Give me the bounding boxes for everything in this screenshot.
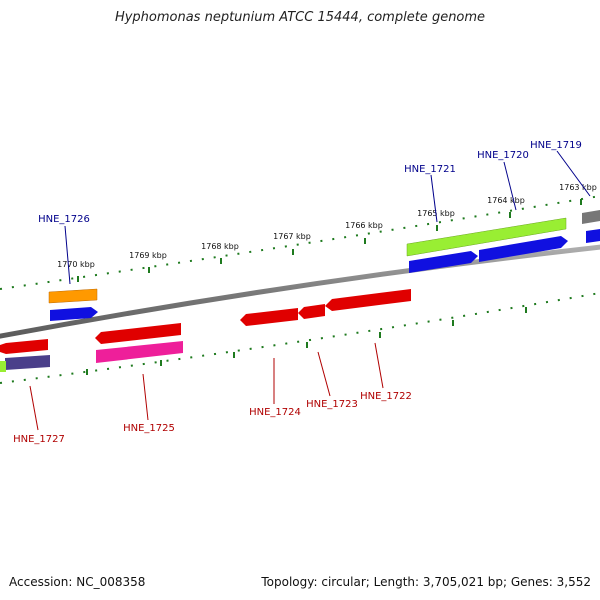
gene-label-hne-1725[interactable]: HNE_1725: [123, 423, 175, 434]
gene-hne-1726-blue-arrow[interactable]: [50, 307, 98, 321]
tick-mark: [580, 199, 582, 205]
tick-mark: [160, 360, 162, 366]
gene-label-hne-1722[interactable]: HNE_1722: [360, 391, 412, 402]
gene-label-hne-1724[interactable]: HNE_1724: [249, 407, 301, 418]
label-leader-line: [374, 342, 384, 389]
gene-label-hne-1723[interactable]: HNE_1723: [306, 399, 358, 410]
gene-hne-1724-arrow[interactable]: [240, 308, 298, 326]
tick-label: 1766 kbp: [345, 221, 383, 230]
gene-hne-1720-arrow[interactable]: [479, 236, 568, 262]
gene-green-bar[interactable]: [406, 217, 567, 257]
gene-green-edge[interactable]: [0, 361, 6, 372]
gene-hne-1725-magenta-bar[interactable]: [96, 341, 183, 363]
label-leader-line: [503, 161, 517, 211]
gene-hne-1722-arrow[interactable]: [325, 289, 411, 311]
gene-hne-1725-arrow[interactable]: [95, 323, 181, 344]
gene-label-hne-1720[interactable]: HNE_1720: [477, 150, 529, 161]
tick-label: 1769 kbp: [129, 251, 167, 260]
accession-text: Accession: NC_008358: [9, 575, 146, 589]
map-title: Hyphomonas neptunium ATCC 15444, complet…: [114, 10, 486, 25]
gene-blue-edge[interactable]: [586, 229, 600, 243]
tick-label: 1767 kbp: [273, 232, 311, 241]
gene-hne-1719-bar[interactable]: [582, 210, 600, 224]
label-leader-line: [556, 150, 591, 197]
tick-mark: [509, 212, 511, 218]
tick-mark: [86, 369, 88, 375]
gene-label-hne-1721[interactable]: HNE_1721: [404, 164, 456, 175]
tick-mark: [364, 238, 366, 244]
label-leader-line: [142, 373, 149, 421]
tick-mark: [77, 276, 79, 282]
tick-mark: [233, 352, 235, 358]
gene-hne-1727-arrow[interactable]: [0, 339, 48, 354]
tick-mark: [452, 320, 454, 326]
tick-label: 1764 kbp: [487, 196, 525, 205]
tick-mark: [148, 267, 150, 273]
gene-label-hne-1727[interactable]: HNE_1727: [13, 434, 65, 445]
tick-label: 1770 kbp: [57, 260, 95, 269]
label-leader-line: [29, 385, 39, 431]
label-leader-line: [64, 225, 71, 285]
tick-label: 1768 kbp: [201, 242, 239, 251]
tick-mark: [436, 225, 438, 231]
label-leader-line: [430, 174, 438, 223]
gene-hne-1727-purple-bar[interactable]: [5, 355, 50, 370]
gene-hne-1726-bar[interactable]: [48, 288, 98, 304]
tick-mark: [306, 342, 308, 348]
gene-hne-1721-arrow[interactable]: [409, 251, 478, 273]
gene-label-hne-1719[interactable]: HNE_1719: [530, 140, 582, 151]
gene-label-hne-1726[interactable]: HNE_1726: [38, 214, 90, 225]
lower-tick-track: [0, 292, 600, 384]
tick-mark: [379, 332, 381, 338]
genome-backbone: [0, 244, 600, 339]
tick-mark: [220, 258, 222, 264]
tick-label: 1763 kbp: [559, 183, 597, 192]
tick-mark: [292, 249, 294, 255]
gene-hne-1723-arrow[interactable]: [298, 304, 325, 319]
label-leader-line: [317, 351, 331, 397]
genome-stats-text: Topology: circular; Length: 3,705,021 bp…: [261, 575, 591, 589]
upper-tick-track: [0, 195, 600, 290]
tick-mark: [525, 307, 527, 313]
